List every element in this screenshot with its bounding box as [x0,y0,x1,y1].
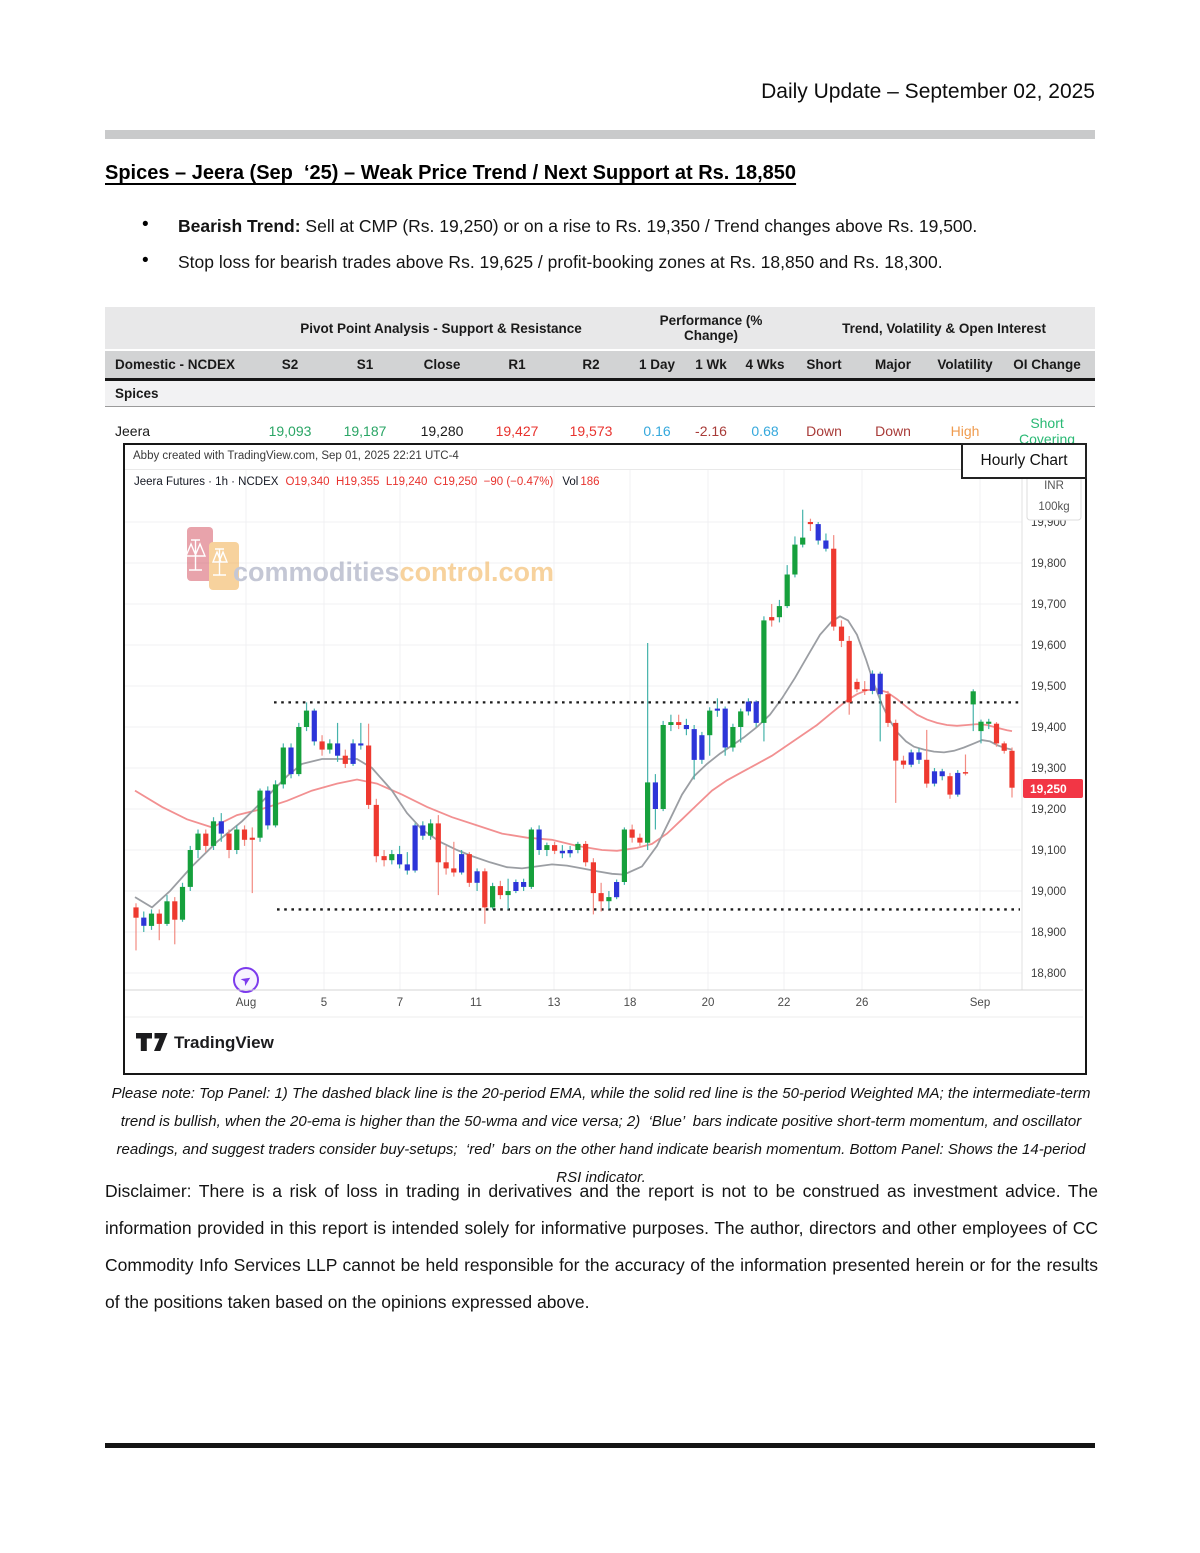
svg-text:Aug: Aug [236,997,256,1009]
doc-header-date: Daily Update – September 02, 2025 [761,80,1095,103]
ema20-line [134,615,1013,909]
svg-text:19,000: 19,000 [1031,886,1066,898]
bullet-bold-label: Bearish Trend: [178,216,301,236]
col-short: Short [793,349,856,380]
section-label: Spices [105,379,1096,407]
disclaimer-text: Disclaimer: There is a risk of loss in t… [105,1181,1098,1313]
table-section-row: Spices [105,379,1096,407]
group-header-pivot: Pivot Point Analysis - Support & Resista… [253,307,630,350]
svg-text:19,100: 19,100 [1031,845,1066,857]
col-close: Close [403,349,481,380]
commoditiescontrol-watermark: commoditiescontrol.com [184,527,554,590]
table-column-header-row: Domestic - NCDEX S2 S1 Close R1 R2 1 Day… [105,349,1096,380]
candlestick-plot[interactable]: commoditiescontrol.com ➤ Aug 5 7 11 13 18 20 22 26… [125,445,1085,1073]
last-price-badge: 19,250 [1023,779,1083,798]
svg-text:13: 13 [548,997,561,1009]
group-header-performance: Performance (% Change) [629,307,794,350]
bullet-text: Sell at CMP (Rs. 19,250) or on a rise to… [300,216,978,236]
page-title: Spices – Jeera (Sep ‘25) – Weak Price Tr… [105,162,797,184]
svg-text:100kg: 100kg [1038,501,1069,513]
svg-text:11: 11 [470,997,482,1009]
table-group-header-row: Pivot Point Analysis - Support & Resista… [105,307,1096,350]
summary-bullets: Bearish Trend: Sell at CMP (Rs. 19,250) … [142,214,1098,288]
chart-footnote: Please note: Top Panel: 1) The dashed bl… [111,1085,1091,1187]
svg-text:18,900: 18,900 [1031,927,1066,939]
svg-text:19,400: 19,400 [1031,722,1066,734]
chart-symbol: Jeera Futures · 1h · NCDEX [134,476,279,488]
svg-text:26: 26 [856,997,869,1009]
wma50-line [134,688,1013,852]
svg-text:22: 22 [778,997,791,1009]
bullet-bearish-trend: Bearish Trend: Sell at CMP (Rs. 19,250) … [142,214,1098,237]
svg-text:19,300: 19,300 [1031,763,1066,775]
grid-lines [125,470,1022,990]
col-r2: R2 [553,349,630,380]
svg-text:commoditiescontrol.com: commoditiescontrol.com [233,557,554,587]
col-1wk: 1 Wk [685,349,738,380]
col-r1: R1 [481,349,553,380]
svg-text:19,800: 19,800 [1031,558,1066,570]
pivot-analysis-table: Pivot Point Analysis - Support & Resista… [105,307,1096,455]
header-divider [105,130,1095,139]
chart-attribution: Abby created with TradingView.com, Sep 0… [133,450,465,462]
col-domestic-ncdex: Domestic - NCDEX [105,349,253,380]
svg-text:18,800: 18,800 [1031,968,1066,980]
svg-text:18: 18 [624,997,637,1009]
group-header-empty [105,307,253,350]
col-s1: S1 [327,349,403,380]
svg-text:INR: INR [1044,480,1064,492]
axis-unit-box: INR 100kg [1026,471,1082,521]
svg-text:19,250: 19,250 [1030,782,1067,796]
svg-text:Sep: Sep [970,997,990,1009]
svg-text:5: 5 [321,997,327,1009]
svg-text:19,500: 19,500 [1031,681,1066,693]
candles [133,509,1015,951]
svg-text:19,600: 19,600 [1031,640,1066,652]
time-axis-labels[interactable]: Aug 5 7 11 13 18 20 22 26 Sep [236,997,990,1009]
bullet-stop-loss: Stop loss for bearish trades above Rs. 1… [142,250,1098,273]
price-axis-labels[interactable]: 19,90019,80019,70019,60019,50019,40019,3… [1031,517,1066,980]
footer-divider [105,1443,1095,1448]
tradingview-chart[interactable]: commoditiescontrol.com ➤ Aug 5 7 11 13 18 20 22 26… [123,443,1087,1075]
chart-vol-value: 186 [580,476,600,488]
group-header-trend: Trend, Volatility & Open Interest [793,307,1096,350]
col-1day: 1 Day [629,349,686,380]
col-4wks: 4 Wks [737,349,794,380]
col-volatility: Volatility [931,349,1000,380]
col-major: Major [855,349,932,380]
chart-symbol-row: Jeera Futures · 1h · NCDEX O19,340 H19,35… [134,476,600,488]
bullet-text: Stop loss for bearish trades above Rs. 1… [178,252,943,272]
chart-vol-label: Vol [562,476,579,488]
svg-text:7: 7 [397,997,403,1009]
col-s2: S2 [253,349,327,380]
chart-header-divider [125,469,1083,470]
plane-marker-icon[interactable]: ➤ [233,967,259,993]
svg-text:19,200: 19,200 [1031,804,1066,816]
tradingview-logo[interactable]: TradingView [136,1033,275,1052]
svg-text:TradingView: TradingView [174,1033,275,1052]
chart-ohlc-values: O19,340 H19,355 L19,240 C19,250 −90 (−0.… [285,476,554,488]
svg-text:20: 20 [702,997,715,1009]
col-oi-change: OI Change [999,349,1096,380]
svg-text:19,700: 19,700 [1031,599,1066,611]
hourly-chart-badge: Hourly Chart [961,443,1087,479]
